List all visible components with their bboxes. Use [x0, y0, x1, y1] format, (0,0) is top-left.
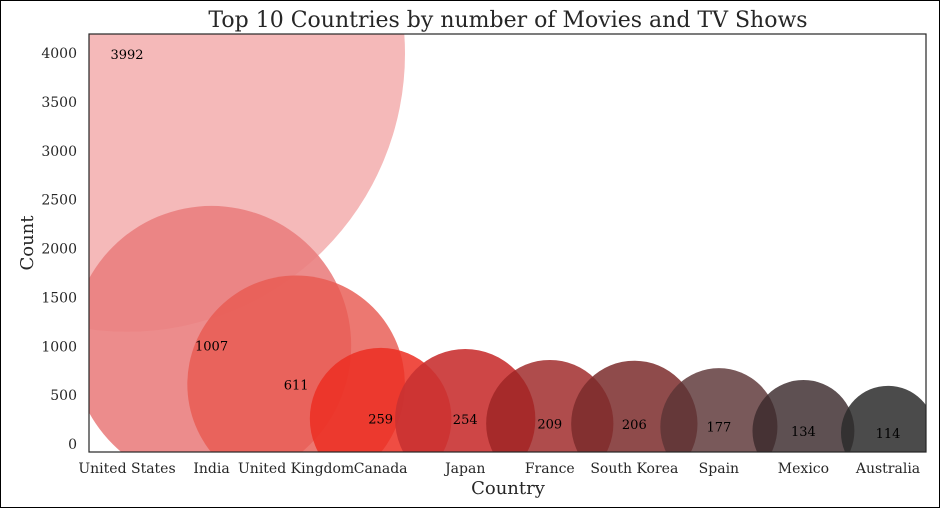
x-tick-label: India [193, 461, 229, 477]
bubble-spain [660, 368, 778, 452]
bubble-australia [841, 385, 926, 452]
data-label: 254 [453, 413, 478, 428]
y-tick-label: 1500 [41, 290, 77, 306]
y-tick-label: 500 [50, 388, 77, 404]
y-axis-label: Count [17, 215, 38, 271]
data-label: 3992 [110, 48, 143, 63]
y-tick-label: 4000 [41, 46, 77, 62]
x-tick-label: Spain [699, 461, 739, 477]
x-tick-label: United Kingdom [238, 461, 354, 477]
data-label: 259 [368, 413, 393, 428]
y-tick-label: 2500 [41, 193, 77, 209]
plot-border [88, 33, 927, 453]
x-tick-label: Japan [443, 461, 485, 477]
x-tick-label: Mexico [778, 461, 829, 477]
bubble-mexico [752, 379, 855, 452]
x-tick-label: Australia [855, 461, 920, 477]
y-tick-label: 3000 [41, 144, 77, 160]
y-tick-label: 2000 [41, 242, 77, 258]
x-axis-ticks: United States India United Kingdom Canada Ja… [78, 461, 920, 477]
x-tick-label: France [525, 461, 575, 477]
data-label: 134 [791, 425, 816, 440]
data-label: 177 [706, 421, 731, 436]
y-tick-label: 0 [68, 437, 77, 453]
x-tick-label: United States [78, 461, 175, 477]
bubbles-group: 3992 1007 611 259 254 209 206 177 134 114 [89, 34, 926, 452]
data-label: 206 [622, 418, 647, 433]
y-tick-label: 1000 [41, 339, 77, 355]
data-label: 114 [876, 427, 901, 442]
data-label: 209 [537, 418, 562, 433]
x-tick-label: Canada [354, 461, 408, 477]
chart-title: Top 10 Countries by number of Movies and… [208, 8, 807, 33]
y-axis-ticks: 0 500 1000 1500 2000 2500 3000 3500 4000 [41, 46, 77, 453]
data-label: 611 [284, 378, 309, 393]
x-tick-label: South Korea [590, 461, 678, 477]
x-axis-label: Country [471, 478, 546, 499]
data-label: 1007 [195, 340, 228, 355]
y-tick-label: 3500 [41, 95, 77, 111]
